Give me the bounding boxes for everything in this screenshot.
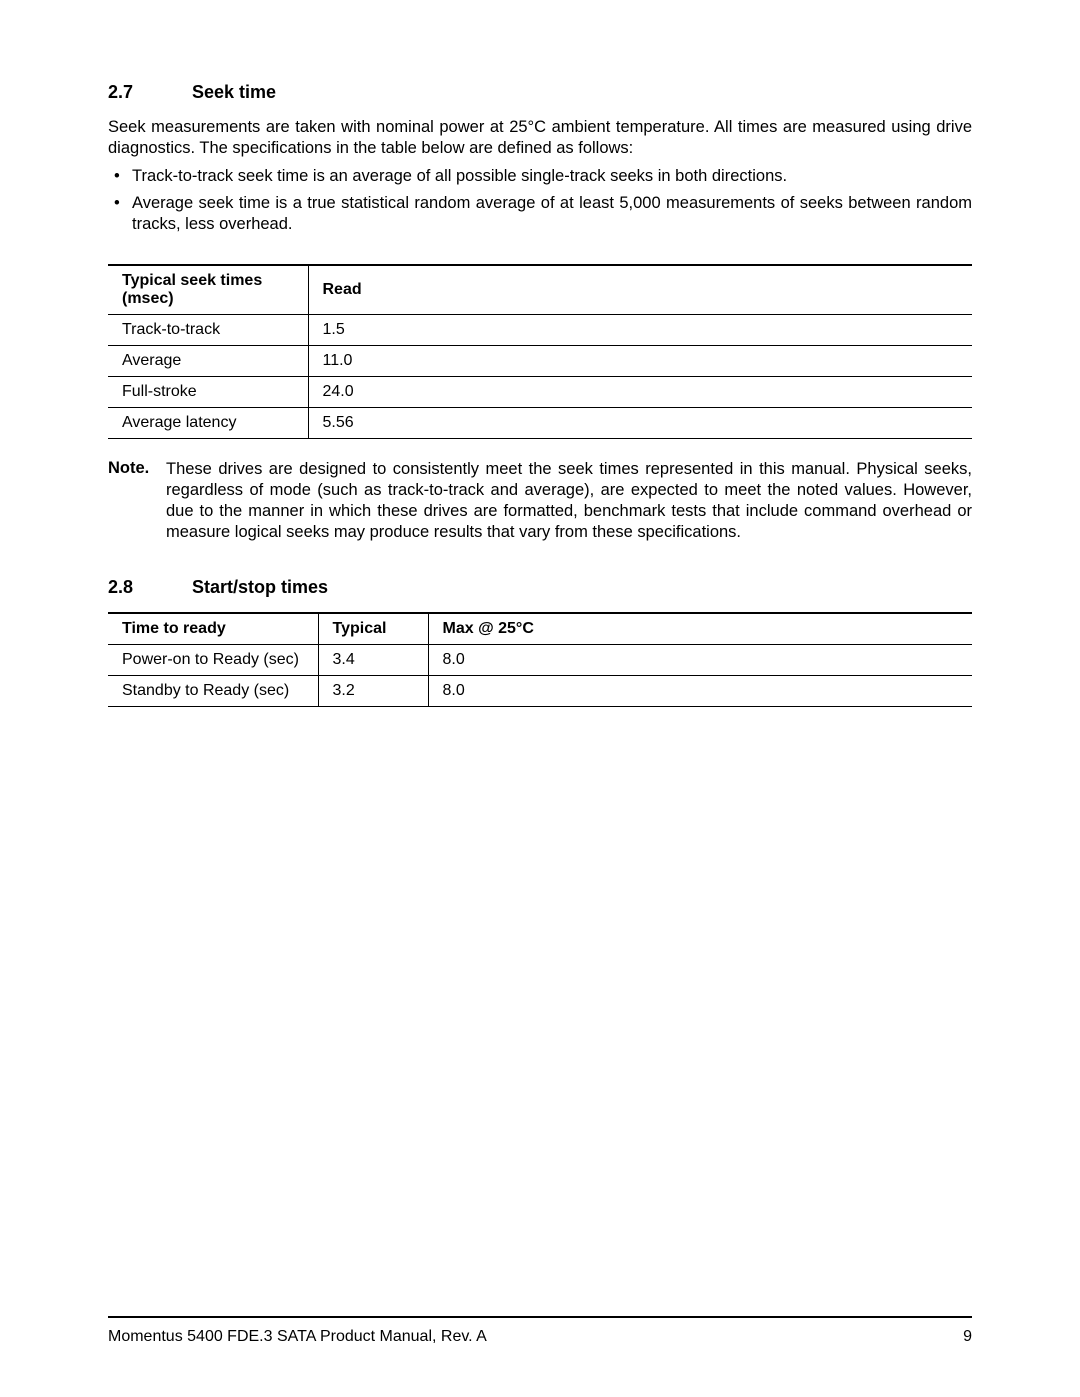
cell: 3.2 xyxy=(318,676,428,707)
note-text: These drives are designed to consistentl… xyxy=(166,459,972,543)
cell: 5.56 xyxy=(308,407,972,438)
note-label: Note. xyxy=(108,459,166,543)
footer-text-left: Momentus 5400 FDE.3 SATA Product Manual,… xyxy=(108,1328,487,1346)
col-header: Typical xyxy=(318,613,428,645)
col-header: Read xyxy=(308,265,972,315)
col-header: Time to ready xyxy=(108,613,318,645)
section-heading-2-8: 2.8Start/stop times xyxy=(108,577,972,598)
section-number: 2.7 xyxy=(108,82,192,103)
seek-times-table: Typical seek times (msec) Read Track-to-… xyxy=(108,264,972,439)
table-header-row: Time to ready Typical Max @ 25°C xyxy=(108,613,972,645)
section-title: Start/stop times xyxy=(192,577,328,597)
footer-page-number: 9 xyxy=(963,1328,972,1346)
cell: Average xyxy=(108,345,308,376)
bullet-item: Track-to-track seek time is an average o… xyxy=(108,166,972,187)
section-heading-2-7: 2.7Seek time xyxy=(108,82,972,103)
table-row: Track-to-track 1.5 xyxy=(108,314,972,345)
cell: 3.4 xyxy=(318,645,428,676)
note-block: Note. These drives are designed to consi… xyxy=(108,459,972,543)
cell: 1.5 xyxy=(308,314,972,345)
table-row: Average latency 5.56 xyxy=(108,407,972,438)
table-header-row: Typical seek times (msec) Read xyxy=(108,265,972,315)
cell: Standby to Ready (sec) xyxy=(108,676,318,707)
start-stop-table: Time to ready Typical Max @ 25°C Power-o… xyxy=(108,612,972,707)
table-row: Full-stroke 24.0 xyxy=(108,376,972,407)
cell: 11.0 xyxy=(308,345,972,376)
intro-paragraph: Seek measurements are taken with nominal… xyxy=(108,117,972,158)
cell: Power-on to Ready (sec) xyxy=(108,645,318,676)
section-title: Seek time xyxy=(192,82,276,102)
cell: 8.0 xyxy=(428,676,972,707)
cell: Average latency xyxy=(108,407,308,438)
section-number: 2.8 xyxy=(108,577,192,598)
table-row: Power-on to Ready (sec) 3.4 8.0 xyxy=(108,645,972,676)
cell: Track-to-track xyxy=(108,314,308,345)
table-row: Standby to Ready (sec) 3.2 8.0 xyxy=(108,676,972,707)
bullet-list: Track-to-track seek time is an average o… xyxy=(108,166,972,235)
cell: 8.0 xyxy=(428,645,972,676)
cell: Full-stroke xyxy=(108,376,308,407)
page-content: 2.7Seek time Seek measurements are taken… xyxy=(108,82,972,727)
bullet-item: Average seek time is a true statistical … xyxy=(108,193,972,235)
col-header: Max @ 25°C xyxy=(428,613,972,645)
table-row: Average 11.0 xyxy=(108,345,972,376)
col-header: Typical seek times (msec) xyxy=(108,265,308,315)
cell: 24.0 xyxy=(308,376,972,407)
page-footer: Momentus 5400 FDE.3 SATA Product Manual,… xyxy=(108,1316,972,1346)
